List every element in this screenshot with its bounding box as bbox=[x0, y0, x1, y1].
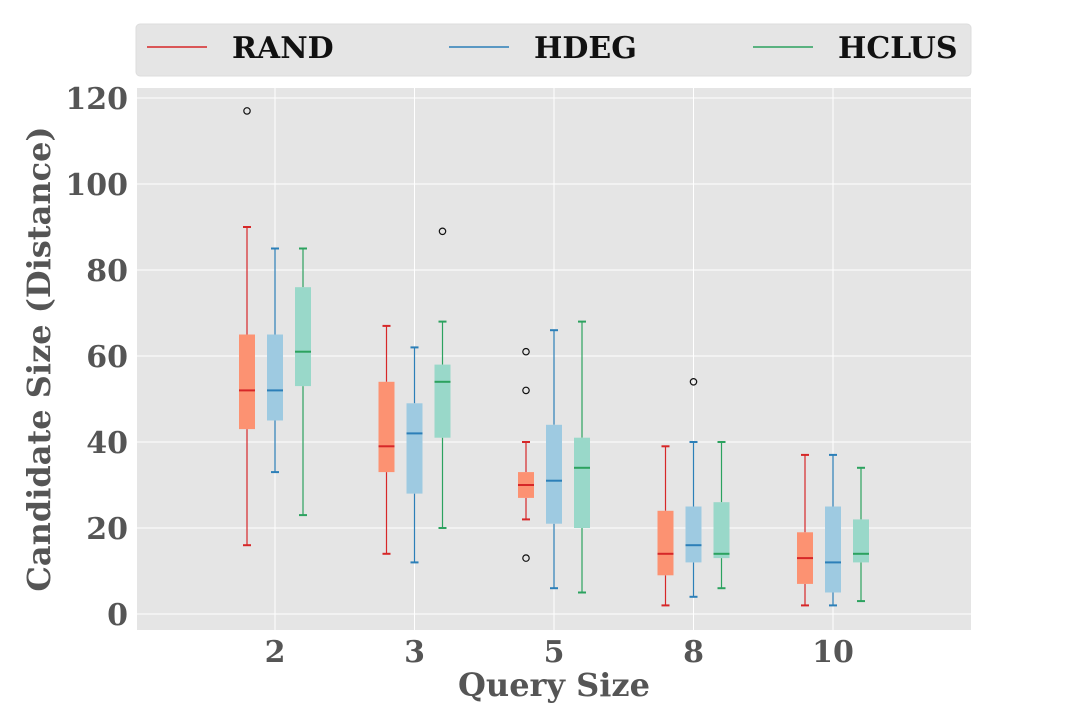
legend: RAND HDEG HCLUS bbox=[135, 23, 972, 77]
y-axis-label: Candidate Size (Distance) bbox=[20, 126, 58, 591]
box-hclus-5 bbox=[574, 437, 590, 528]
x-tick-label: 5 bbox=[544, 635, 565, 670]
outlier-point bbox=[243, 107, 251, 115]
y-tick-label: 60 bbox=[86, 340, 128, 375]
legend-label-hclus: HCLUS bbox=[838, 31, 958, 66]
x-tick-label: 2 bbox=[265, 635, 286, 670]
box-rand-8 bbox=[657, 510, 674, 576]
y-tick-label: 80 bbox=[86, 254, 128, 289]
outlier-point bbox=[522, 386, 530, 395]
box-hclus-2 bbox=[295, 287, 311, 387]
box-hdeg-3 bbox=[406, 403, 423, 494]
box-hdeg-5 bbox=[546, 424, 562, 524]
box-hclus-3 bbox=[434, 364, 451, 438]
box-hclus-10 bbox=[853, 519, 869, 563]
box-hclus-8 bbox=[713, 502, 730, 559]
x-tick-label: 10 bbox=[812, 635, 854, 670]
x-axis-label: Query Size bbox=[458, 666, 650, 704]
outlier-point bbox=[522, 347, 530, 356]
x-tick-label: 8 bbox=[683, 635, 704, 670]
legend-box bbox=[135, 23, 972, 77]
x-tick-label: 3 bbox=[404, 635, 425, 670]
y-tick-label: 20 bbox=[86, 512, 128, 547]
legend-label-hdeg: HDEG bbox=[534, 31, 637, 66]
outlier-point bbox=[522, 554, 530, 562]
y-tick-label: 120 bbox=[65, 82, 128, 117]
y-tick-label: 0 bbox=[107, 598, 128, 633]
box-rand-3 bbox=[378, 381, 395, 473]
box-rand-2 bbox=[239, 334, 255, 430]
y-tick-label: 40 bbox=[86, 426, 128, 461]
box-hdeg-10 bbox=[825, 506, 841, 593]
outlier-point bbox=[689, 377, 698, 386]
outlier-point bbox=[438, 227, 447, 236]
y-tick-label: 100 bbox=[65, 168, 128, 203]
box-hdeg-8 bbox=[685, 506, 702, 563]
box-hdeg-2 bbox=[267, 334, 283, 421]
legend-label-rand: RAND bbox=[232, 31, 334, 66]
